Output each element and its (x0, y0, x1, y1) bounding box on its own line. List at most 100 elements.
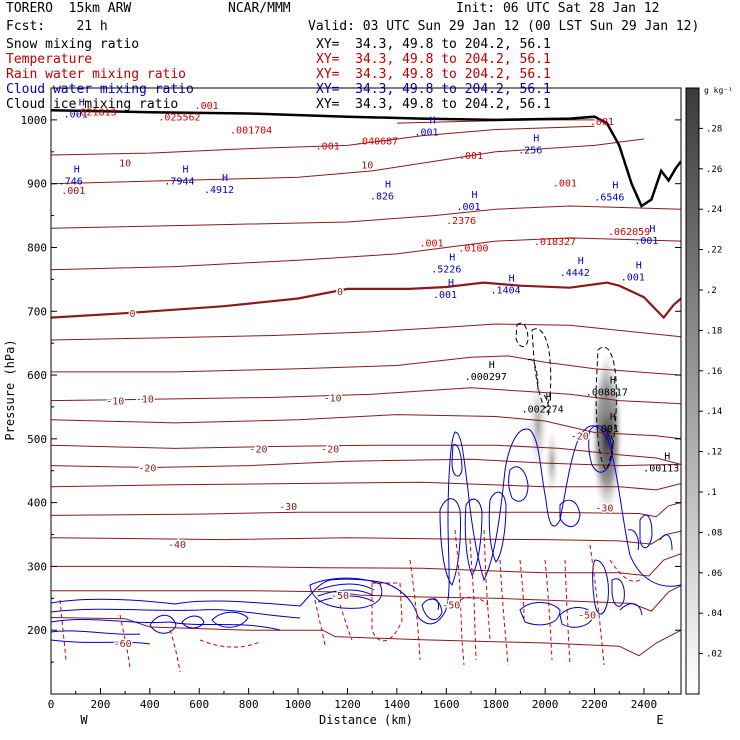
x-tick-label: 1200 (334, 698, 361, 711)
field-name-cloud-ice: Cloud ice mixing ratio (6, 97, 179, 112)
maximum-value-label: .6546 (594, 193, 624, 204)
colorbar-tick-label: .2 (706, 286, 717, 296)
x-tick-label: 2000 (532, 698, 559, 711)
maximum-value-label: .746 (59, 177, 83, 188)
x-axis-title: Distance (km) (319, 713, 413, 727)
y-tick-label: 600 (27, 369, 47, 382)
maximum-value-label: .256 (518, 145, 542, 156)
x-tick-label: 2200 (581, 698, 608, 711)
maximum-marker: H (74, 165, 80, 176)
init-label: Init: 06 UTC Sat 28 Jan 12 (456, 1, 660, 16)
temperature-value-label: -20 (249, 444, 267, 455)
colorbar-tick-label: .08 (706, 528, 722, 538)
maximum-value-label: .001 (456, 202, 480, 213)
rain-value-label: .2376 (446, 216, 476, 227)
field-xy-rain: XY= 34.3, 49.8 to 204.2, 56.1 (316, 67, 551, 82)
maximum-marker: H (649, 224, 655, 235)
maximum-marker: H (385, 179, 391, 190)
rain-value-label: .001 (316, 141, 340, 152)
rain-value-label: .001 (419, 238, 443, 249)
field-name-rain: Rain water mixing ratio (6, 67, 187, 82)
temperature-value-label: -40 (168, 540, 186, 551)
cloud-ice-contours (515, 322, 617, 471)
rain-value-label: .001 (195, 101, 219, 112)
maximum-value-label: .000297 (465, 372, 507, 383)
y-tick-label: 1000 (21, 114, 48, 127)
forecast-label: Fcst: 21 h (6, 19, 108, 34)
x-tick-label: 1800 (482, 698, 509, 711)
maximum-value-label: .001 (414, 127, 438, 138)
snow-shading (528, 355, 623, 515)
org-label: NCAR/MMM (228, 1, 291, 16)
colorbar-scale (685, 87, 700, 695)
maximum-value-label: .00113 (643, 464, 679, 475)
x-tick-label: 0 (48, 698, 55, 711)
colorbar-tick-label: .26 (706, 165, 722, 175)
maximum-value-label: .001 (433, 290, 457, 301)
colorbar-tick-label: .1 (706, 488, 717, 498)
maximum-value-label: .001 (64, 110, 88, 121)
colorbar-tick-label: .02 (706, 650, 722, 660)
maximum-marker: H (610, 376, 616, 387)
rain-value-label: .021813 (74, 108, 116, 119)
y-tick-label: 300 (27, 560, 47, 573)
temperature-isotherm (51, 414, 681, 440)
field-name-temperature: Temperature (6, 52, 93, 67)
temperature-isotherm (51, 355, 681, 376)
temperature-value-label: -60 (114, 639, 132, 650)
x-tick-label: 800 (239, 698, 259, 711)
temperature-value-label: -50 (442, 601, 460, 612)
field-xy-temperature: XY= 34.3, 49.8 to 204.2, 56.1 (316, 52, 551, 67)
temperature-isotherm (51, 553, 681, 577)
maximum-marker: H (222, 173, 228, 184)
rain-value-label: .001 (553, 178, 577, 189)
maximum-value-label: .002274 (522, 404, 564, 415)
temperature-isotherm (51, 617, 681, 657)
y-tick-label: 400 (27, 497, 47, 510)
x-tick-label: 400 (140, 698, 160, 711)
maximum-marker: H (578, 256, 584, 267)
rain-value-label: .040687 (356, 136, 398, 147)
temperature-isotherm (51, 237, 681, 271)
colorbar-tick-label: .04 (706, 609, 722, 619)
temperature-isotherm (51, 444, 681, 465)
colorbar-tick-label: .22 (706, 246, 722, 256)
maximum-value-label: .008817 (586, 388, 628, 399)
maximum-value-label: .7944 (164, 177, 194, 188)
rain-labels: .001.021813.025562.001.001704.001.040687… (61, 101, 650, 254)
model-title: TORERO 15km ARW (6, 1, 132, 16)
temperature-value-label: 0 (337, 287, 343, 298)
temperature-value-label: -50 (331, 591, 349, 602)
temperature-isotherm (51, 502, 681, 518)
maximum-value-label: .5226 (431, 265, 461, 276)
maximum-marker: H (664, 452, 670, 463)
temperature-isotherm (51, 585, 681, 612)
field-xy-snow: XY= 34.3, 49.8 to 204.2, 56.1 (316, 37, 551, 52)
colorbar-tick-label: .06 (706, 569, 722, 579)
y-tick-label: 500 (27, 433, 47, 446)
y-tick-label: 900 (27, 178, 47, 191)
temperature-value-label: -30 (595, 504, 613, 515)
rain-value-label: .001 (459, 151, 483, 162)
maximum-marker: H (509, 274, 515, 285)
maximum-value-label: .001 (621, 272, 645, 283)
maximum-marker: H (546, 392, 552, 403)
temperature-isotherm (51, 530, 681, 545)
maximum-marker: H (430, 115, 436, 126)
cloud-water-contours (51, 425, 681, 645)
colorbar-tick-label: .18 (706, 326, 722, 336)
maximum-marker: H (612, 181, 618, 192)
temperature-value-label: -10 (106, 397, 124, 408)
maximum-marker: H (472, 190, 478, 201)
maximum-marker: H (449, 253, 455, 264)
x-tick-label: 2400 (631, 698, 658, 711)
maximum-value-label: .1404 (491, 286, 521, 297)
y-tick-label: 200 (27, 624, 47, 637)
temperature-isotherm (51, 387, 681, 405)
x-axis-west-label: W (80, 713, 88, 727)
x-tick-label: 600 (189, 698, 209, 711)
x-tick-label: 1600 (433, 698, 460, 711)
plot-frame (50, 87, 682, 695)
rain-value-label: .001704 (230, 125, 272, 136)
